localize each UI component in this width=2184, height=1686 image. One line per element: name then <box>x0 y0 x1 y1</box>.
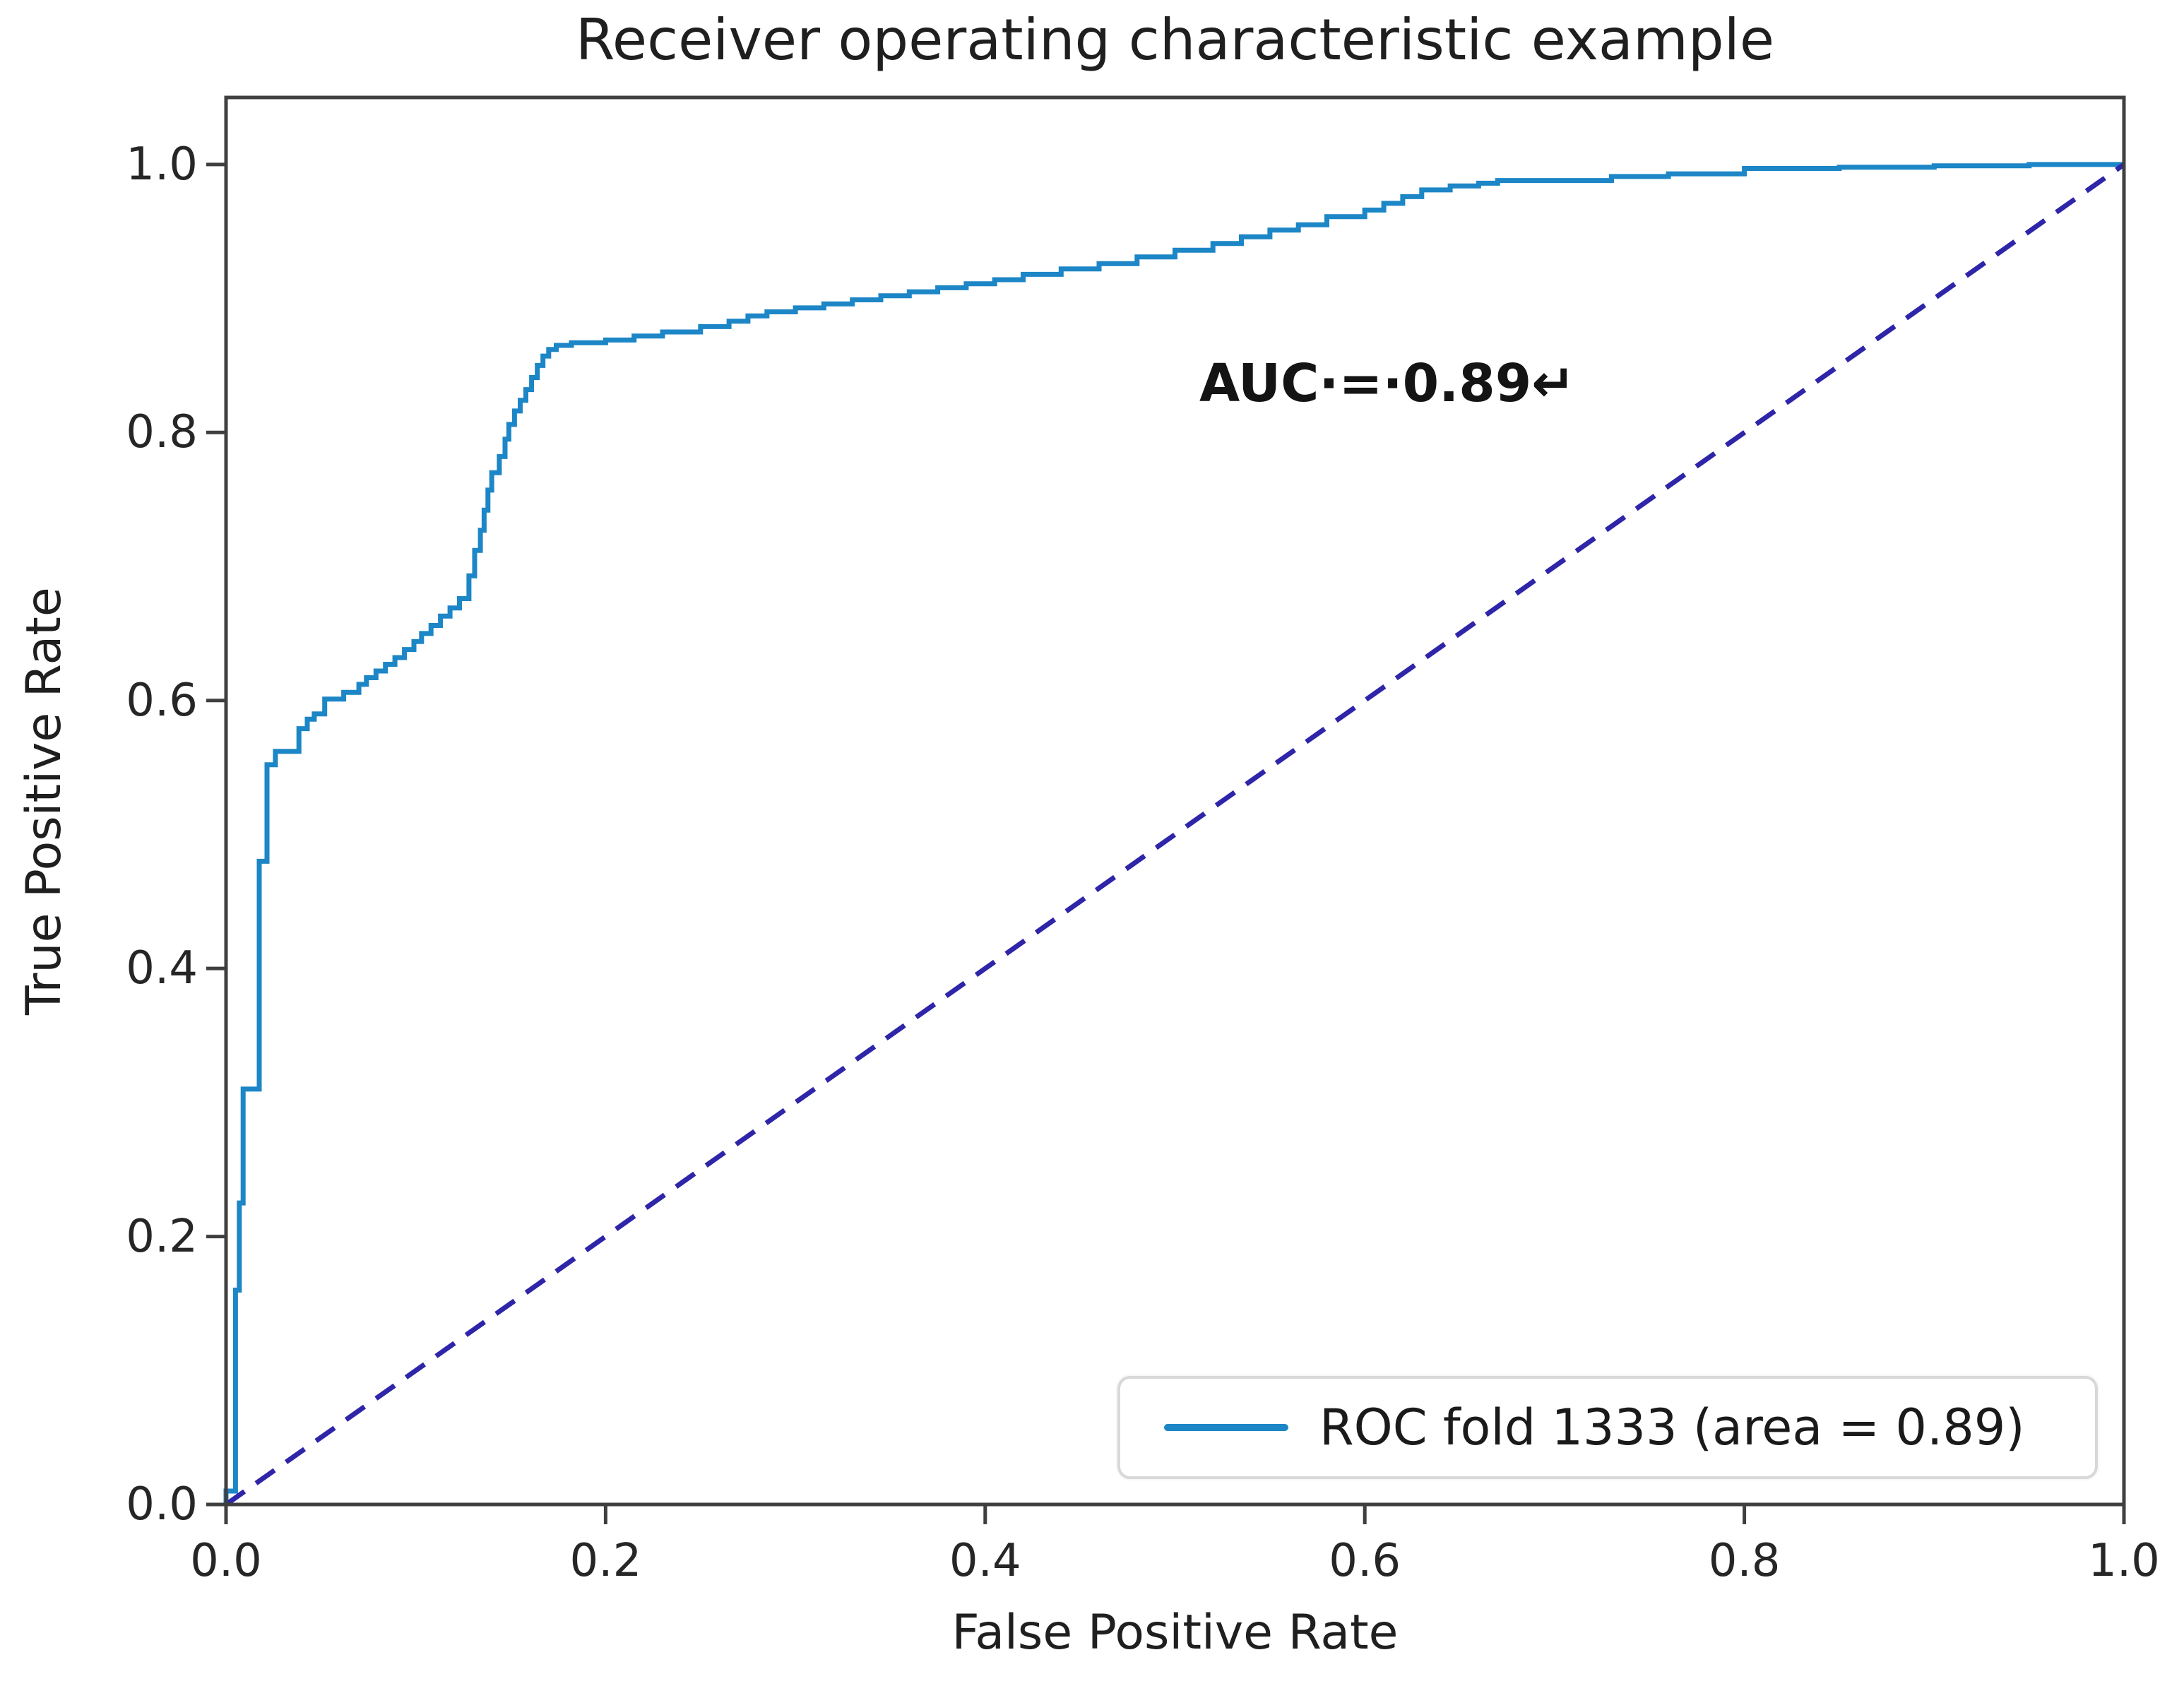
chart-title: Receiver operating characteristic exampl… <box>575 7 1775 73</box>
x-axis-label: False Positive Rate <box>951 1605 1399 1661</box>
plot-svg <box>206 95 2126 1524</box>
x-tick-label: 0.4 <box>949 1535 1021 1587</box>
x-tick-label: 0.0 <box>190 1535 262 1587</box>
chance-diagonal-line <box>224 162 2126 1507</box>
legend-label: ROC fold 1333 (area = 0.89) <box>1319 1399 2025 1456</box>
x-tick-label: 0.8 <box>1708 1535 1781 1587</box>
y-tick-label: 1.0 <box>126 138 198 191</box>
x-tick-label: 0.2 <box>569 1535 642 1587</box>
legend: ROC fold 1333 (area = 0.89) <box>1117 1376 2098 1479</box>
auc-annotation: AUC·=·0.89↵ <box>1199 353 1576 414</box>
y-tick-label: 0.4 <box>126 942 198 995</box>
legend-swatch <box>1164 1424 1288 1431</box>
y-axis-label: True Positive Rate <box>16 587 72 1015</box>
y-tick-label: 0.8 <box>126 406 198 459</box>
roc-curve-line <box>223 162 2124 1504</box>
x-tick-label: 0.6 <box>1329 1535 1401 1587</box>
x-tick-label: 1.0 <box>2088 1535 2160 1587</box>
y-tick-label: 0.6 <box>126 674 198 727</box>
y-tick-label: 0.0 <box>126 1478 198 1531</box>
y-tick-label: 0.2 <box>126 1210 198 1263</box>
plot-frame <box>224 95 2126 1507</box>
